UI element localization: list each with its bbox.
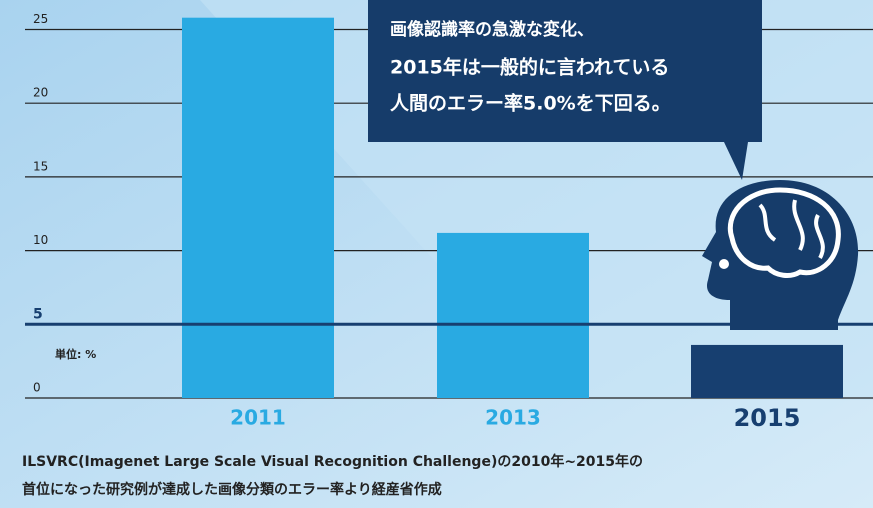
bar <box>182 17 334 398</box>
bar <box>691 344 843 398</box>
callout-text: 人間のエラー率5.0%を下回る。 <box>390 92 671 115</box>
x-tick-label: 2013 <box>485 406 541 430</box>
y-tick-label: 15 <box>33 159 48 173</box>
bar <box>437 232 589 398</box>
y-tick-label: 5 <box>33 306 43 322</box>
unit-label: 単位: % <box>55 347 96 361</box>
y-tick-label: 10 <box>33 233 48 247</box>
callout-box <box>368 0 762 180</box>
x-tick-label: 2011 <box>230 406 286 430</box>
y-tick-label: 0 <box>33 381 41 395</box>
callout-text: 2015年は一般的に言われている <box>390 56 669 79</box>
footnote: 首位になった研究例が達成した画像分類のエラー率より経産省作成 <box>22 481 442 498</box>
y-tick-label: 20 <box>33 86 48 100</box>
callout: 画像認識率の急激な変化、 2015年は一般的に言われている 人間のエラー率5.0… <box>368 0 762 180</box>
footnote: ILSVRC(Imagenet Large Scale Visual Recog… <box>22 453 643 470</box>
callout-text: 画像認識率の急激な変化、 <box>390 19 594 40</box>
x-tick-label: 2015 <box>734 404 801 432</box>
plot-area: 0 5 10 15 20 25 2011 2013 2015 <box>25 12 873 432</box>
head-icon <box>702 180 859 330</box>
y-tick-label: 25 <box>33 12 48 26</box>
